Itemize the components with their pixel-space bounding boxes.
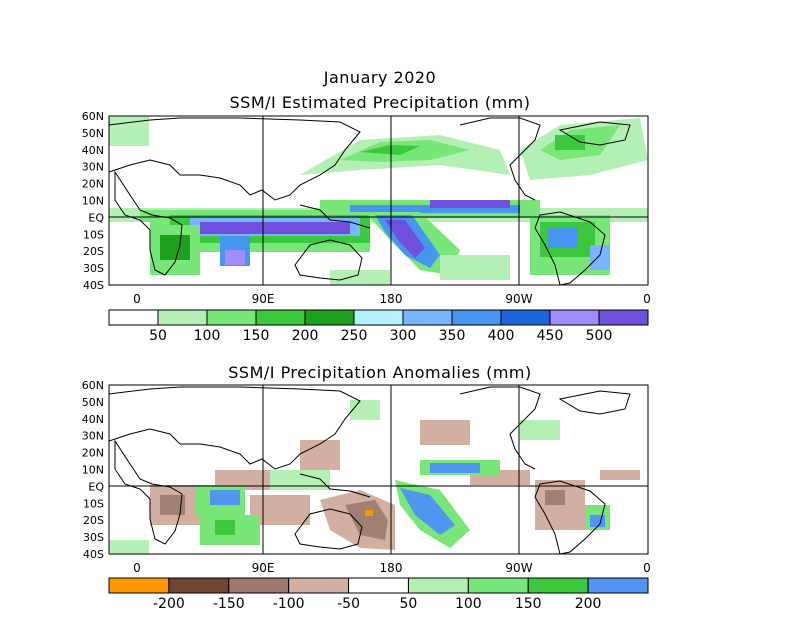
anomaly-lat-label: 20S: [83, 514, 104, 527]
precip-colorbar: 50 100 150 200 250 300 350 400 450 500: [108, 309, 649, 344]
precip-lat-label: 40N: [82, 144, 104, 157]
date-title: January 2020: [323, 68, 437, 87]
precip-colorbar-label: 100: [194, 328, 221, 344]
anomaly-lat-label: 40S: [83, 548, 104, 561]
precip-colorbar-label: 250: [341, 328, 368, 344]
anomaly-field: [109, 400, 640, 554]
precip-colorbar-swatch: [108, 309, 159, 326]
anomaly-lat-label: 30S: [83, 531, 104, 544]
anomaly-colorbar-label: 50: [400, 596, 418, 612]
precip-colorbar-label: 350: [439, 328, 466, 344]
precip-colorbar-swatch: [304, 309, 355, 326]
anomaly-colorbar-label: -200: [153, 596, 185, 612]
precip-lon-label: 0: [643, 292, 651, 306]
anomaly-lon-label: 180: [380, 561, 403, 575]
precip-lat-label: 20S: [83, 245, 104, 258]
precip-colorbar-label: 300: [390, 328, 417, 344]
anomaly-colorbar: -200 -150 -100 -50 50 100 150 200: [108, 577, 649, 612]
precip-lat-axis: 60N 50N 40N 30N 20N 10N EQ 10S 20S 30S 40S: [82, 110, 105, 292]
precip-colorbar-swatch: [549, 309, 600, 326]
precip-lat-label: EQ: [88, 211, 104, 224]
anomaly-lon-label: 0: [643, 561, 651, 575]
anomaly-lon-label: 90E: [252, 561, 275, 575]
anomaly-lat-label: EQ: [88, 480, 104, 493]
precip-field: [109, 116, 648, 285]
anomaly-colorbar-label: -50: [337, 596, 360, 612]
anomaly-colorbar-label: -100: [273, 596, 305, 612]
precip-colorbar-label: 500: [586, 328, 613, 344]
precip-colorbar-swatch: [500, 309, 551, 326]
precip-colorbar-swatch: [353, 309, 404, 326]
panel2-title: SSM/I Precipitation Anomalies (mm): [228, 363, 532, 382]
anomaly-colorbar-label: 150: [515, 596, 542, 612]
anomaly-lat-label: 20N: [82, 447, 104, 460]
anomaly-colorbar-swatch: [288, 577, 350, 594]
anomaly-lat-label: 30N: [82, 430, 104, 443]
precip-lon-label: 90E: [252, 292, 275, 306]
anomaly-colorbar-swatch: [407, 577, 469, 594]
anomaly-map: 60N 50N 40N 30N 20N 10N EQ 10S 20S 30S 40S 0 90E 180…: [82, 379, 651, 575]
precip-lat-label: 50N: [82, 127, 104, 140]
anomaly-frame: [108, 384, 649, 555]
anomaly-colorbar-swatch: [108, 577, 170, 594]
precip-lat-label: 30S: [83, 262, 104, 275]
precip-colorbar-label: 200: [292, 328, 319, 344]
coastlines-anomaly: [109, 386, 631, 554]
anomaly-lat-label: 50N: [82, 396, 104, 409]
precip-colorbar-label: 150: [243, 328, 270, 344]
precip-colorbar-swatch: [451, 309, 502, 326]
precip-lat-label: 10S: [83, 228, 104, 241]
precip-lon-label: 180: [380, 292, 403, 306]
anomaly-lon-label: 90W: [505, 561, 532, 575]
anomaly-lat-label: 10S: [83, 497, 104, 510]
precip-lon-label: 90W: [505, 292, 532, 306]
anomaly-lon-axis: 0 90E 180 90W 0: [133, 561, 651, 575]
anomaly-lat-label: 10N: [82, 464, 104, 477]
anomaly-colorbar-swatch: [348, 577, 409, 594]
precip-map: 60N 50N 40N 30N 20N 10N EQ 10S 20S 30S 40S 0 90E 180…: [82, 110, 651, 306]
precip-colorbar-swatch: [598, 309, 649, 326]
anomaly-lon-label: 0: [133, 561, 141, 575]
panel1-title: SSM/I Estimated Precipitation (mm): [229, 93, 531, 112]
precip-colorbar-swatch: [157, 309, 208, 326]
precip-colorbar-label: 400: [488, 328, 515, 344]
anomaly-colorbar-swatch: [467, 577, 529, 594]
coastlines: [109, 117, 631, 285]
precip-frame: [108, 115, 649, 286]
anomaly-lat-label: 60N: [82, 379, 104, 392]
anomaly-gridlines: [109, 385, 648, 554]
anomaly-colorbar-label: 200: [575, 596, 602, 612]
precip-gridlines: [109, 116, 648, 285]
anomaly-lat-label: 40N: [82, 413, 104, 426]
precip-lon-axis: 0 90E 180 90W 0: [133, 292, 651, 306]
precip-lat-label: 10N: [82, 195, 104, 208]
anomaly-colorbar-swatch: [168, 577, 230, 594]
anomaly-colorbar-label: -150: [213, 596, 245, 612]
precip-lat-label: 20N: [82, 178, 104, 191]
anomaly-colorbar-swatch: [527, 577, 589, 594]
precip-colorbar-label: 450: [537, 328, 564, 344]
precip-colorbar-swatch: [206, 309, 257, 326]
anomaly-colorbar-label: 100: [455, 596, 482, 612]
anomaly-colorbar-swatch: [587, 577, 649, 594]
precip-colorbar-swatch: [255, 309, 306, 326]
precip-lat-label: 60N: [82, 110, 104, 123]
precip-colorbar-swatch: [402, 309, 453, 326]
precip-colorbar-label: 50: [149, 328, 167, 344]
anomaly-colorbar-swatch: [228, 577, 290, 594]
precip-lat-label: 30N: [82, 161, 104, 174]
anomaly-lat-axis: 60N 50N 40N 30N 20N 10N EQ 10S 20S 30S 40S: [82, 379, 105, 561]
precip-lat-label: 40S: [83, 279, 104, 292]
precip-lon-label: 0: [133, 292, 141, 306]
